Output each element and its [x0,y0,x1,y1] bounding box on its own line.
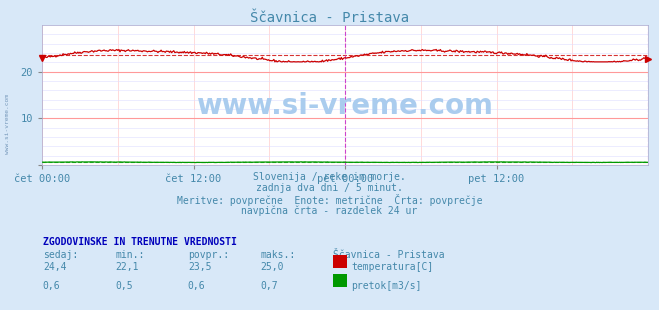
Text: Slovenija / reke in morje.: Slovenija / reke in morje. [253,172,406,182]
Text: www.si-vreme.com: www.si-vreme.com [5,94,11,154]
Text: 22,1: 22,1 [115,262,139,272]
Text: 24,4: 24,4 [43,262,67,272]
Text: ZGODOVINSKE IN TRENUTNE VREDNOSTI: ZGODOVINSKE IN TRENUTNE VREDNOSTI [43,237,237,247]
Text: pretok[m3/s]: pretok[m3/s] [351,281,422,290]
Text: Ščavnica - Pristava: Ščavnica - Pristava [333,250,444,259]
Text: Ščavnica - Pristava: Ščavnica - Pristava [250,11,409,25]
Text: 0,5: 0,5 [115,281,133,290]
Text: 23,5: 23,5 [188,262,212,272]
Text: 0,7: 0,7 [260,281,278,290]
Text: 0,6: 0,6 [188,281,206,290]
Text: www.si-vreme.com: www.si-vreme.com [196,92,494,120]
Text: min.:: min.: [115,250,145,259]
Text: 0,6: 0,6 [43,281,61,290]
Text: sedaj:: sedaj: [43,250,78,259]
Text: zadnja dva dni / 5 minut.: zadnja dva dni / 5 minut. [256,183,403,193]
Text: maks.:: maks.: [260,250,295,259]
Text: navpična črta - razdelek 24 ur: navpična črta - razdelek 24 ur [241,205,418,215]
Text: povpr.:: povpr.: [188,250,229,259]
Text: Meritve: povprečne  Enote: metrične  Črta: povprečje: Meritve: povprečne Enote: metrične Črta:… [177,194,482,206]
Text: temperatura[C]: temperatura[C] [351,262,434,272]
Text: 25,0: 25,0 [260,262,284,272]
